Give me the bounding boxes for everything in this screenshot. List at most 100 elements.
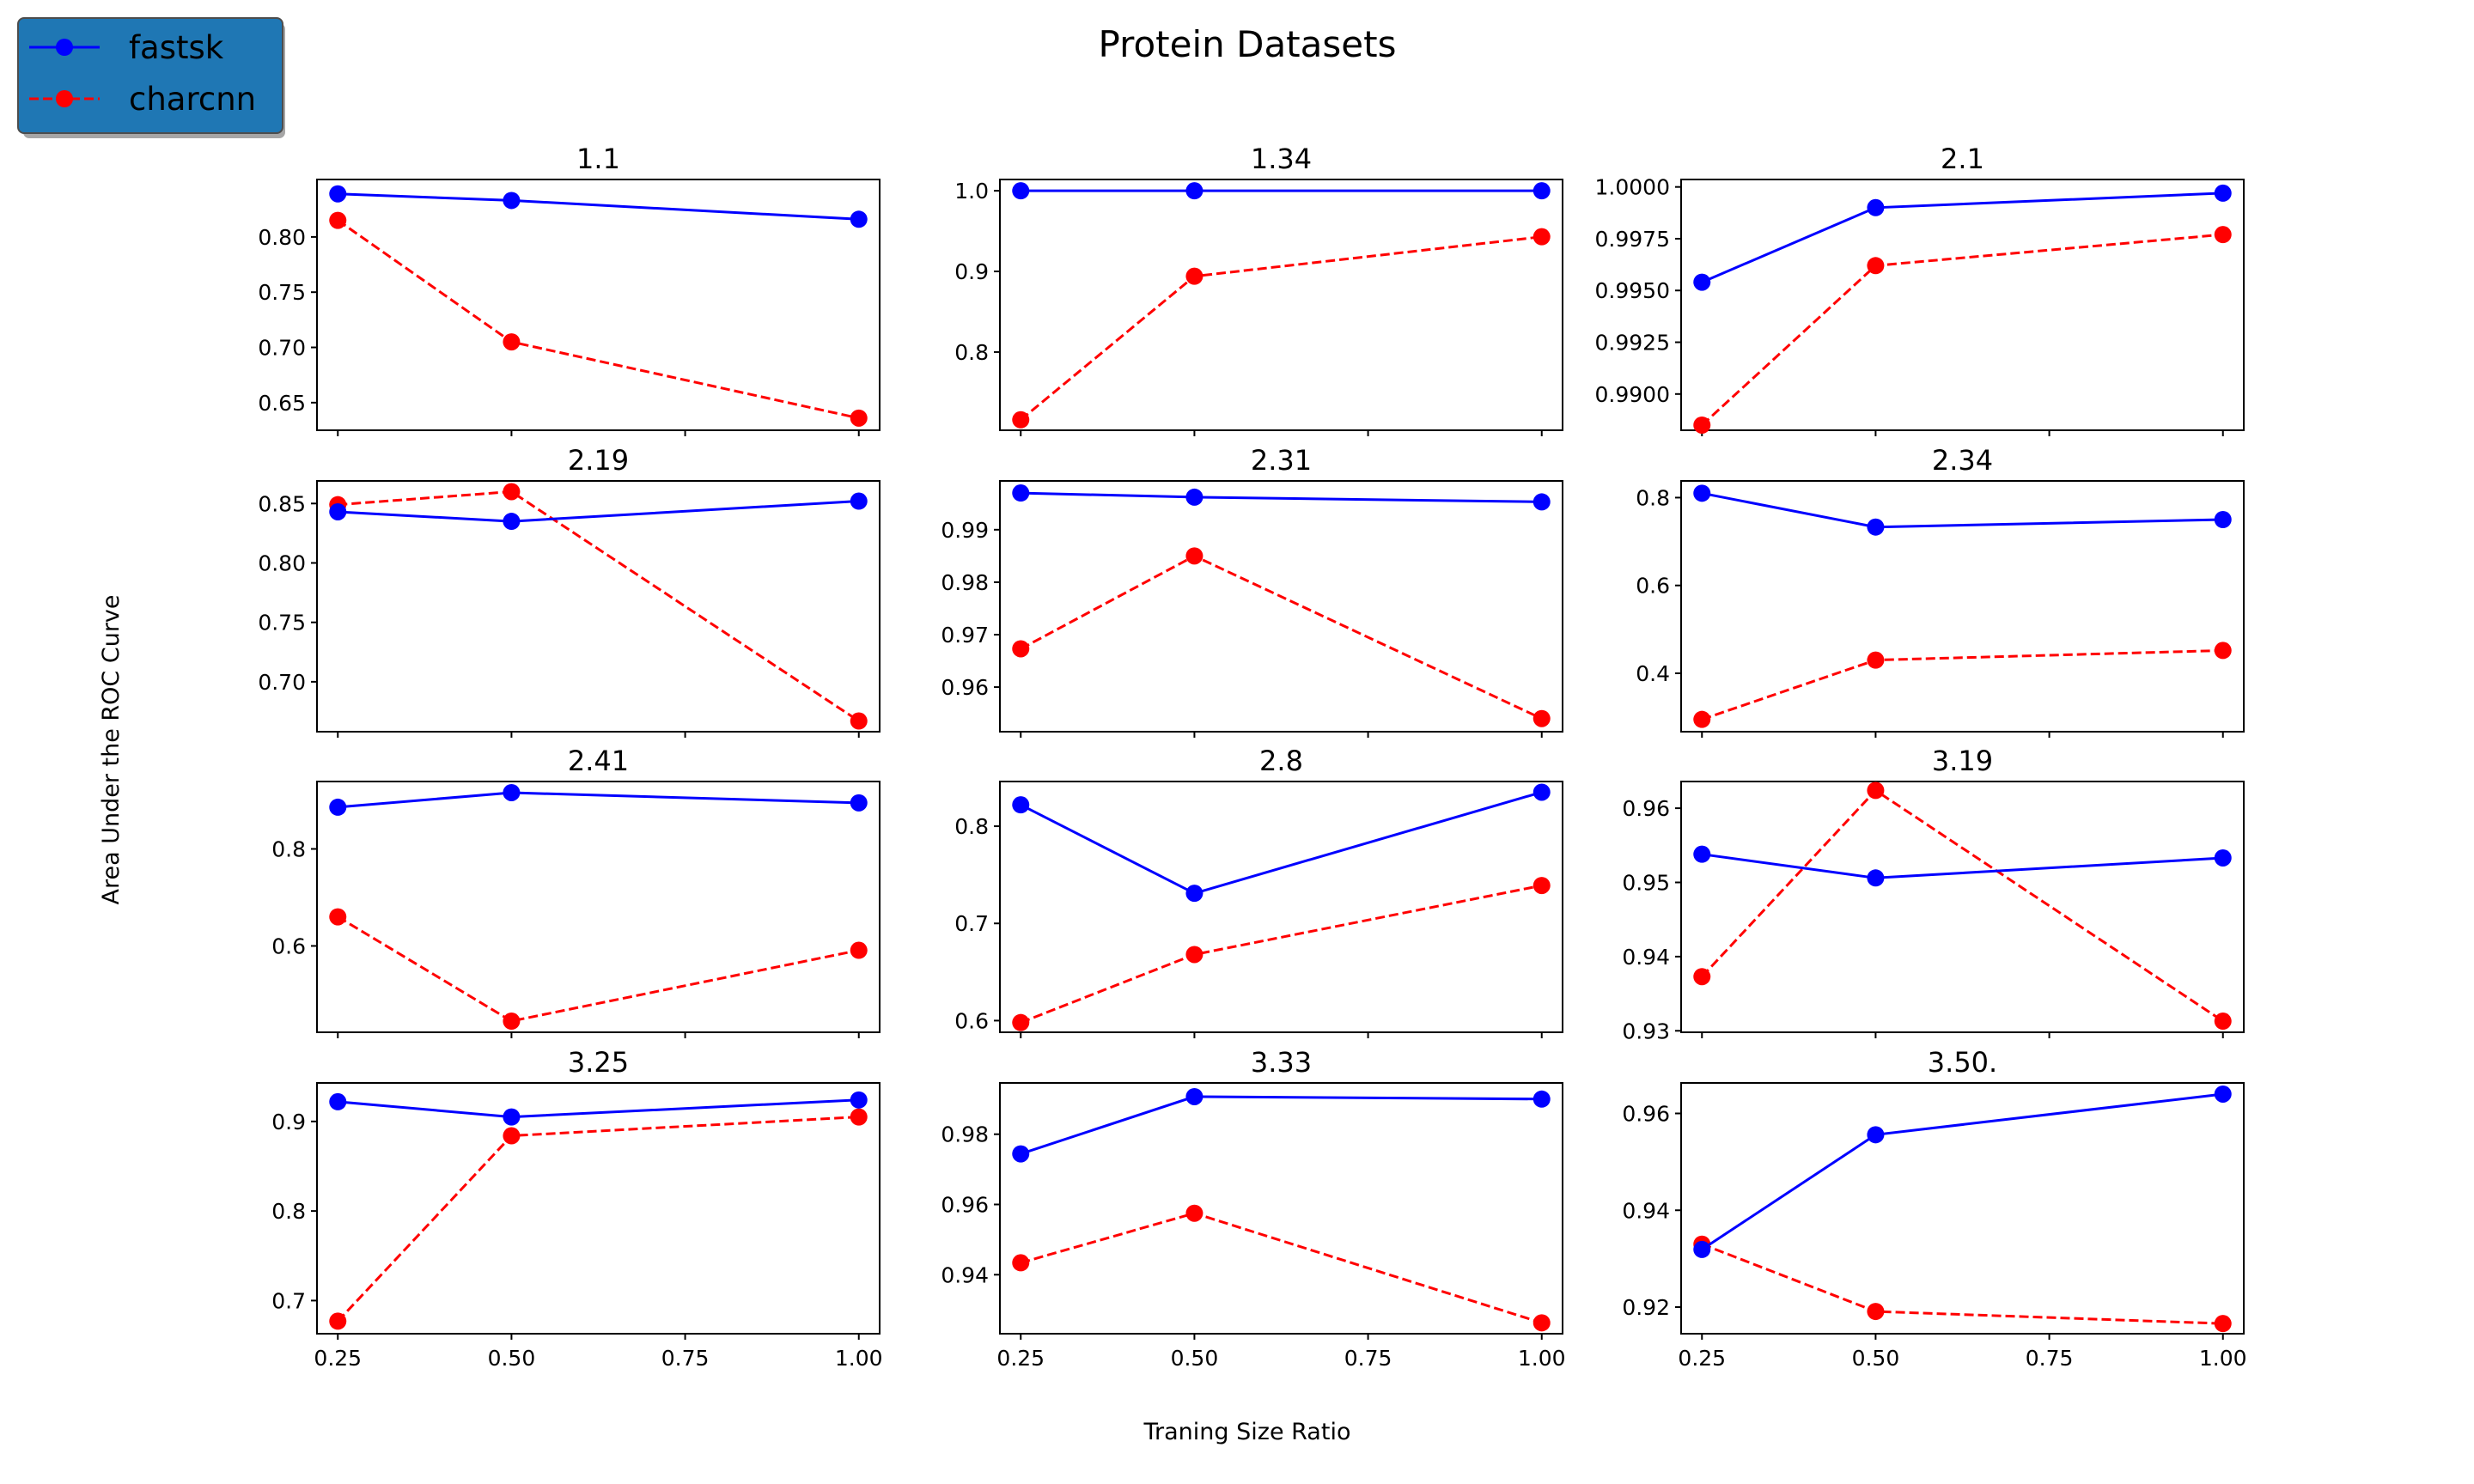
subplot-frame	[316, 1082, 881, 1335]
data-point-charcnn	[1012, 1254, 1030, 1272]
x-tick-label: 0.25	[314, 1346, 362, 1371]
subplot-title: 3.19	[1932, 745, 1993, 777]
data-point-charcnn	[1185, 547, 1203, 565]
subplot-frame	[316, 179, 881, 431]
data-point-fastsk	[1693, 273, 1711, 291]
y-tick-label: 0.9975	[1595, 227, 1670, 252]
legend-fastsk-label: fastsk	[129, 29, 224, 66]
data-point-fastsk	[1533, 182, 1551, 200]
data-point-fastsk	[1693, 845, 1711, 863]
data-point-charcnn	[2214, 1013, 2232, 1031]
data-point-fastsk	[850, 794, 868, 812]
y-tick-label: 0.96	[1622, 796, 1670, 821]
data-point-charcnn	[1185, 267, 1203, 285]
data-point-charcnn	[1012, 411, 1030, 429]
data-point-charcnn	[850, 409, 868, 427]
data-point-charcnn	[1693, 416, 1711, 434]
y-tick-label: 0.75	[258, 611, 306, 636]
data-point-charcnn	[1867, 651, 1885, 669]
y-tick-label: 0.70	[258, 670, 306, 695]
data-point-charcnn	[2214, 642, 2232, 660]
data-point-charcnn	[1533, 1314, 1551, 1332]
subplot-title: 2.8	[1259, 745, 1303, 777]
subplot-2.19: 2.19 0.70 0.75 0.80 0.85	[258, 444, 881, 738]
y-tick-label: 0.7	[271, 1288, 306, 1313]
data-point-fastsk	[329, 185, 347, 203]
data-point-fastsk	[2214, 511, 2232, 529]
subplot-3.19: 3.19 0.93 0.94 0.95 0.96	[1622, 745, 2245, 1043]
data-point-fastsk	[503, 513, 521, 531]
data-point-fastsk	[1012, 796, 1030, 814]
y-tick-label: 0.85	[258, 491, 306, 516]
y-tick-label: 0.8	[1636, 485, 1670, 510]
y-tick-label: 0.8	[271, 837, 306, 862]
subplot-frame	[1680, 781, 2245, 1033]
data-point-fastsk	[503, 1108, 521, 1126]
subplot-frame	[999, 480, 1563, 733]
subplot-title: 2.31	[1251, 444, 1312, 477]
data-point-fastsk	[1867, 1126, 1885, 1144]
y-tick-label: 0.8	[954, 340, 989, 365]
x-tick-label: 0.50	[488, 1346, 536, 1371]
data-point-charcnn	[329, 211, 347, 229]
x-tick-label: 0.50	[1852, 1346, 1900, 1371]
x-tick-label: 0.75	[2026, 1346, 2074, 1371]
data-point-charcnn	[1185, 1204, 1203, 1222]
subplot-title: 1.34	[1251, 143, 1312, 175]
figure-title: Protein Datasets	[1099, 23, 1397, 65]
data-point-fastsk	[2214, 1085, 2232, 1103]
data-point-fastsk	[1867, 869, 1885, 887]
y-tick-label: 0.96	[941, 1193, 989, 1218]
subplot-1.34: 1.34 0.8 0.9 1.0	[954, 143, 1563, 436]
data-point-charcnn	[503, 483, 521, 501]
data-point-fastsk	[503, 192, 521, 210]
y-tick-label: 0.6	[271, 934, 306, 958]
y-tick-label: 0.8	[271, 1199, 306, 1224]
y-tick-label: 0.75	[258, 280, 306, 305]
data-point-charcnn	[850, 941, 868, 959]
subplot-title: 1.1	[576, 143, 620, 175]
subplot-title: 3.25	[568, 1046, 629, 1079]
data-point-fastsk	[850, 210, 868, 228]
subplot-frame	[999, 179, 1563, 431]
x-tick-label: 1.00	[1518, 1346, 1566, 1371]
data-point-fastsk	[1185, 488, 1203, 506]
y-tick-label: 0.6	[1636, 574, 1670, 599]
subplot-2.34: 2.34 0.4 0.6 0.8	[1636, 444, 2245, 738]
y-tick-label: 0.92	[1622, 1295, 1670, 1320]
data-point-charcnn	[503, 1127, 521, 1145]
subplot-title: 3.50.	[1928, 1046, 1997, 1079]
data-point-fastsk	[1185, 182, 1203, 200]
data-point-charcnn	[1533, 228, 1551, 246]
data-point-charcnn	[1693, 710, 1711, 728]
y-tick-label: 0.98	[941, 1122, 989, 1147]
data-point-charcnn	[329, 1312, 347, 1330]
x-tick-label: 0.50	[1171, 1346, 1219, 1371]
subplot-2.1: 2.1 0.9900 0.9925 0.9950 0.9975 1.0000	[1595, 143, 2245, 436]
subplot-title: 2.19	[568, 444, 629, 477]
data-point-fastsk	[1012, 1145, 1030, 1163]
x-tick-label: 0.75	[661, 1346, 710, 1371]
subplot-3.25: 3.25 0.7 0.8 0.9 0.25 0.50 0.75 1.00	[271, 1046, 882, 1371]
data-point-charcnn	[1693, 968, 1711, 986]
subplot-title: 2.41	[568, 745, 629, 777]
subplot-frame	[1680, 480, 2245, 733]
data-point-fastsk	[329, 1092, 347, 1110]
x-tick-label: 0.75	[1344, 1346, 1392, 1371]
legend-fastsk-marker	[56, 39, 73, 56]
data-point-charcnn	[329, 908, 347, 926]
data-point-fastsk	[2214, 184, 2232, 202]
y-tick-label: 1.0000	[1595, 175, 1670, 200]
y-tick-label: 0.94	[941, 1262, 989, 1287]
subplot-title: 2.34	[1932, 444, 1993, 477]
y-tick-label: 0.80	[258, 225, 306, 250]
data-point-charcnn	[1012, 1013, 1030, 1031]
y-tick-label: 0.9	[271, 1110, 306, 1134]
data-point-charcnn	[1533, 709, 1551, 727]
y-tick-label: 0.9950	[1595, 278, 1670, 303]
data-point-fastsk	[1693, 1240, 1711, 1258]
data-point-charcnn	[850, 1108, 868, 1126]
data-point-charcnn	[1867, 1303, 1885, 1321]
data-point-fastsk	[2214, 848, 2232, 867]
